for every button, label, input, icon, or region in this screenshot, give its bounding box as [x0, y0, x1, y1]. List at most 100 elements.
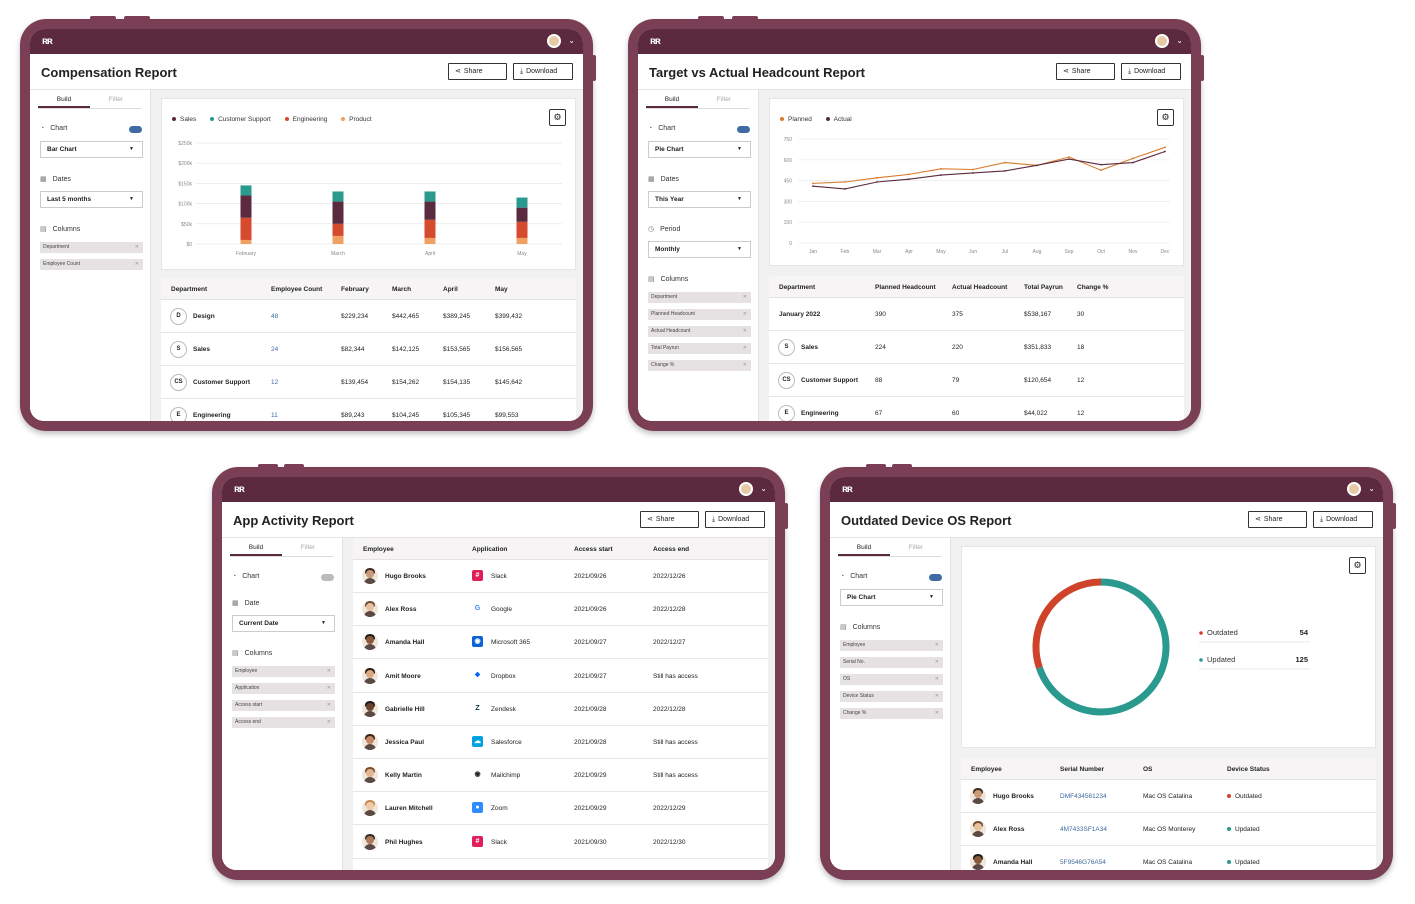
- table-row[interactable]: S Sales 24 $82,344 $142,125 $153,565 $15…: [161, 333, 576, 366]
- data-point: [1132, 157, 1134, 160]
- table-row[interactable]: E Engineering 67 60 $44,022 12: [769, 397, 1184, 421]
- table-row[interactable]: Alex Ross G Google 2021/09/26 2022/12/28: [353, 593, 768, 627]
- settings-gear-icon[interactable]: ⚙: [549, 109, 566, 126]
- table-row[interactable]: Alex Ross 4M7433SF1A34 Mac OS Monterey U…: [961, 813, 1376, 846]
- table-row[interactable]: Amit Moore ❖ Dropbox 2021/09/27 Still ha…: [353, 660, 768, 693]
- table-row[interactable]: E Engineering 11 $89,243 $104,245 $105,3…: [161, 399, 576, 421]
- settings-gear-icon[interactable]: ⚙: [1349, 557, 1366, 574]
- download-button[interactable]: ⤓ Download: [705, 511, 765, 528]
- employee-count-link[interactable]: 48: [271, 313, 279, 320]
- planned-series-line: [812, 146, 1166, 184]
- download-button[interactable]: ⤓ Download: [1313, 511, 1373, 528]
- table-row[interactable]: CS Customer Support 12 $139,454 $154,262…: [161, 366, 576, 399]
- tab-build[interactable]: Build: [230, 538, 282, 556]
- column-chip[interactable]: Employee ✕: [840, 640, 943, 651]
- tab-filter[interactable]: Filter: [908, 544, 924, 551]
- tab-build[interactable]: Build: [838, 538, 890, 556]
- calendar-icon: ▦: [648, 176, 655, 183]
- table-row[interactable]: Jessica Paul ☁ Salesforce 2021/09/28 Sti…: [353, 726, 768, 759]
- app-logo[interactable]: ʀʀ: [842, 484, 853, 495]
- column-chip[interactable]: Change % ✕: [648, 360, 751, 371]
- tab-filter[interactable]: Filter: [108, 96, 124, 103]
- table-row[interactable]: Amanda Hall 5F9546G76A54 Mac OS Catalina…: [961, 846, 1376, 870]
- column-chip[interactable]: OS ✕: [840, 674, 943, 685]
- column-chip[interactable]: Application ✕: [232, 683, 335, 694]
- column-chip[interactable]: Access end ✕: [232, 717, 335, 728]
- table-row[interactable]: S Sales 224 220 $351,833 18: [769, 331, 1184, 364]
- column-chip[interactable]: Serial No. ✕: [840, 657, 943, 668]
- chart-toggle[interactable]: [321, 574, 334, 581]
- table-row[interactable]: Phil Hughes # Slack 2021/09/30 2022/12/3…: [353, 826, 768, 859]
- table-row[interactable]: CS Customer Support 88 79 $120,654 12: [769, 364, 1184, 397]
- download-button[interactable]: ⤓ Download: [513, 63, 573, 80]
- serial-number-link[interactable]: 4M7433SF1A34: [1060, 826, 1107, 833]
- column-chip[interactable]: Total Payrun ✕: [648, 343, 751, 354]
- table-row[interactable]: Hugo Brooks # Slack 2021/09/26 2022/12/2…: [353, 560, 768, 593]
- date-range-select[interactable]: This Year ▼: [648, 191, 751, 208]
- column-chip[interactable]: Employee ✕: [232, 666, 335, 677]
- user-avatar[interactable]: [1347, 482, 1361, 496]
- tab-filter[interactable]: Filter: [300, 544, 316, 551]
- chevron-down-icon[interactable]: ⌄: [568, 36, 575, 45]
- close-icon[interactable]: ✕: [134, 261, 139, 267]
- legend-dot: [780, 117, 784, 122]
- x-tick-label: Feb: [841, 249, 850, 255]
- table-row[interactable]: Hugo Brooks DMF434561234 Mac OS Catalina…: [961, 780, 1376, 813]
- employee-count-link[interactable]: 11: [271, 412, 278, 419]
- table-row[interactable]: January 2022 390 375 $538,167 30: [769, 298, 1184, 331]
- chevron-down-icon[interactable]: ⌄: [760, 484, 767, 493]
- close-icon: ✕: [326, 668, 331, 674]
- user-avatar[interactable]: [739, 482, 753, 496]
- column-chip[interactable]: Planned Headcount ✕: [648, 309, 751, 320]
- chart-toggle[interactable]: [929, 574, 942, 581]
- column-chip[interactable]: Device Status ✕: [840, 691, 943, 702]
- column-chip[interactable]: Department ✕: [40, 242, 143, 253]
- columns-label: Columns: [660, 276, 689, 283]
- user-avatar[interactable]: [547, 34, 561, 48]
- chevron-down-icon[interactable]: ⌄: [1368, 484, 1375, 493]
- settings-gear-icon[interactable]: ⚙: [1157, 109, 1174, 126]
- chart-toggle[interactable]: [129, 126, 142, 133]
- bar-segment: [332, 235, 344, 244]
- chart-type-select[interactable]: Pie Chart ▼: [840, 589, 943, 606]
- table-row[interactable]: Amanda Hall ◉ Microsoft 365 2021/09/27 2…: [353, 626, 768, 660]
- serial-number-link[interactable]: DMF434561234: [1060, 793, 1107, 800]
- share-button[interactable]: ⋖ Share: [1056, 63, 1115, 80]
- chart-type-select[interactable]: Pie Chart ▼: [648, 141, 751, 158]
- chevron-down-icon[interactable]: ⌄: [1176, 36, 1183, 45]
- app-logo[interactable]: ʀʀ: [234, 484, 245, 495]
- column-chip[interactable]: Change % ✕: [840, 708, 943, 719]
- table-row[interactable]: Kelly Martin ◉ Mailchimp 2021/09/29 Stil…: [353, 759, 768, 793]
- share-button[interactable]: ⋖ Share: [448, 63, 507, 80]
- close-icon: ✕: [326, 685, 331, 691]
- column-chip[interactable]: Actual Headcount ✕: [648, 326, 751, 337]
- legend-label: Updated: [1207, 655, 1235, 664]
- table-row[interactable]: Lauren Mitchell ● Zoom 2021/09/29 2022/1…: [353, 792, 768, 826]
- table-cell: 18: [1077, 344, 1085, 351]
- column-chip[interactable]: Department ✕: [648, 292, 751, 303]
- column-chip[interactable]: Access start ✕: [232, 700, 335, 711]
- employee-count-link[interactable]: 12: [271, 379, 279, 386]
- chart-toggle[interactable]: [737, 126, 750, 133]
- share-button[interactable]: ⋖ Share: [640, 511, 699, 528]
- download-button[interactable]: ⤓ Download: [1121, 63, 1181, 80]
- department-name: Sales: [193, 346, 210, 353]
- close-icon: ✕: [326, 702, 331, 708]
- share-button[interactable]: ⋖ Share: [1248, 511, 1307, 528]
- tab-build[interactable]: Build: [38, 90, 90, 108]
- close-icon[interactable]: ✕: [134, 244, 139, 250]
- tab-build[interactable]: Build: [646, 90, 698, 108]
- table-row[interactable]: Gabrielle Hill Z Zendesk 2021/09/28 2022…: [353, 693, 768, 726]
- user-avatar[interactable]: [1155, 34, 1169, 48]
- app-logo[interactable]: ʀʀ: [42, 36, 53, 47]
- column-chip[interactable]: Employee Count ✕: [40, 259, 143, 270]
- tab-filter[interactable]: Filter: [716, 96, 732, 103]
- employee-count-link[interactable]: 24: [271, 346, 279, 353]
- table-row[interactable]: D Design 48 $229,234 $442,465 $389,245 $…: [161, 300, 576, 333]
- period-select[interactable]: Monthly ▼: [648, 241, 751, 258]
- serial-number-link[interactable]: 5F9546G76A54: [1060, 859, 1106, 866]
- date-range-select[interactable]: Last 5 months ▼: [40, 191, 143, 208]
- chart-type-select[interactable]: Bar Chart ▼: [40, 141, 143, 158]
- app-logo[interactable]: ʀʀ: [650, 36, 661, 47]
- date-select[interactable]: Current Date ▼: [232, 615, 335, 632]
